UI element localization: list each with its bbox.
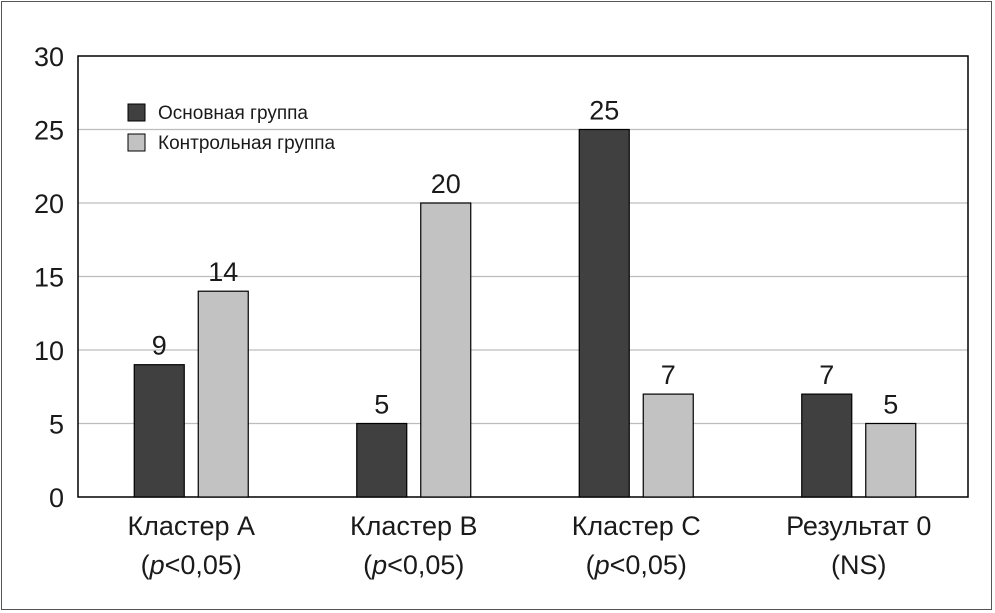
legend-label: Основная группа bbox=[158, 103, 308, 124]
y-axis-ticks: 0 5 10 15 20 25 30 bbox=[34, 42, 64, 513]
bar bbox=[801, 393, 853, 498]
x-axis-categories: Кластер A (p<0,05) Кластер B (p<0,05) Класте… bbox=[127, 511, 931, 580]
data-label: 7 bbox=[661, 360, 676, 390]
legend-swatch bbox=[127, 133, 146, 152]
category-label: Кластер B bbox=[350, 511, 478, 541]
category-label: Результат 0 bbox=[786, 511, 931, 541]
data-labels: 9 14 5 20 25 7 7 5 bbox=[152, 96, 899, 420]
category-sublabel: (NS) bbox=[831, 550, 887, 580]
y-tick-label: 0 bbox=[49, 483, 64, 513]
y-tick-label: 30 bbox=[34, 42, 64, 72]
legend-label: Контрольная группа bbox=[158, 133, 336, 154]
y-tick-label: 5 bbox=[49, 410, 64, 440]
category-label: Кластер A bbox=[127, 511, 255, 541]
y-tick-label: 15 bbox=[34, 263, 64, 293]
y-tick-label: 25 bbox=[34, 116, 64, 146]
data-label: 20 bbox=[431, 169, 461, 199]
category-sublabel: (p<0,05) bbox=[586, 550, 687, 580]
bar bbox=[133, 364, 185, 498]
bar bbox=[197, 290, 249, 498]
data-label: 14 bbox=[208, 257, 238, 287]
legend-swatch bbox=[127, 103, 146, 122]
data-label: 9 bbox=[152, 331, 167, 361]
bar bbox=[356, 422, 408, 498]
data-label: 5 bbox=[374, 390, 389, 420]
bars bbox=[133, 128, 917, 498]
y-tick-label: 10 bbox=[34, 336, 64, 366]
category-sublabel: (p<0,05) bbox=[141, 550, 242, 580]
category-label: Кластер C bbox=[572, 511, 701, 541]
bar bbox=[578, 128, 630, 498]
legend: Основная группа Контрольная группа bbox=[127, 103, 336, 154]
plot-area bbox=[77, 55, 969, 498]
bar bbox=[865, 422, 917, 498]
y-tick-label: 20 bbox=[34, 189, 64, 219]
bar bbox=[420, 202, 472, 498]
data-label: 5 bbox=[883, 390, 898, 420]
bar bbox=[642, 393, 694, 498]
data-label: 7 bbox=[819, 360, 834, 390]
data-label: 25 bbox=[589, 96, 619, 126]
category-sublabel: (p<0,05) bbox=[363, 550, 464, 580]
